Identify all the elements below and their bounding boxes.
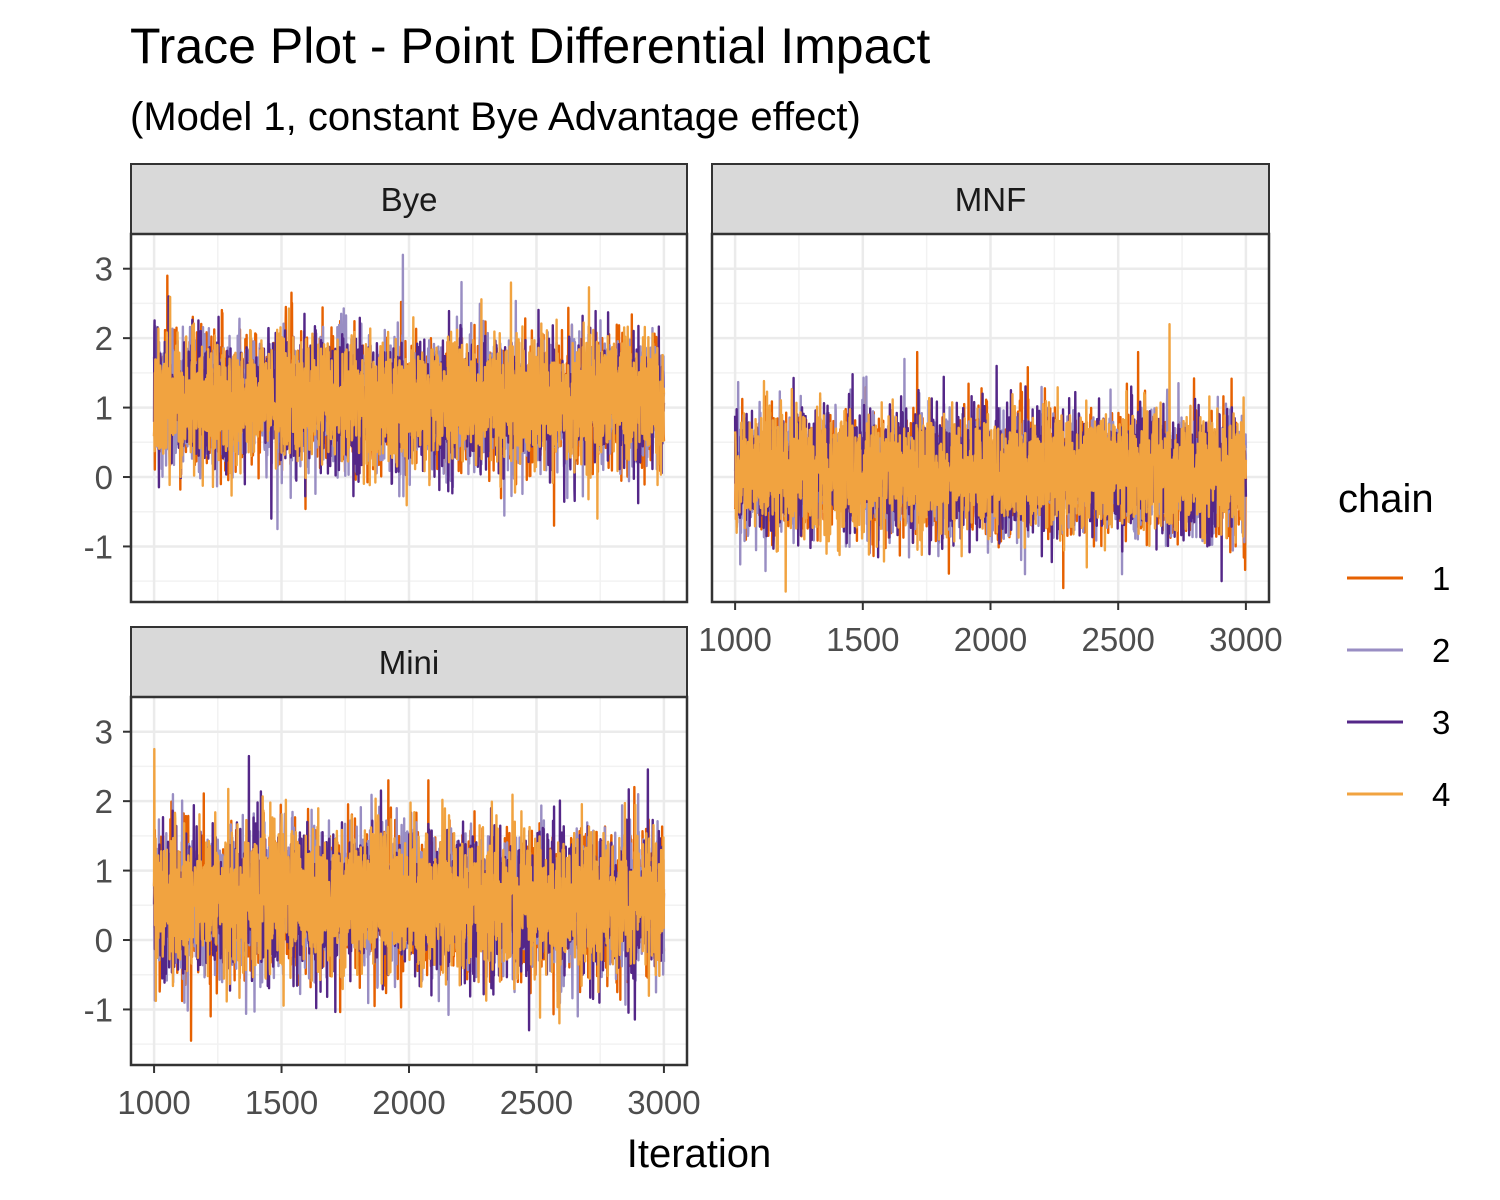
y-tick-label: 2 [95,320,113,357]
trace-lines [152,747,666,1042]
y-tick-label: 0 [95,459,113,496]
chart-subtitle: (Model 1, constant Bye Advantage effect) [130,95,861,139]
legend-label-chain-4: 4 [1432,776,1450,813]
x-tick-label: 2000 [954,621,1027,658]
y-tick-label: 1 [95,853,113,890]
facet-mini: Mini -1 0 1 2 3 1000 1500 2000 2500 3000 [84,626,701,1121]
strip-label: MNF [955,181,1026,218]
trace-lines [152,253,666,531]
x-tick-label: 1500 [245,1084,318,1121]
strip-background [130,163,688,235]
legend-label-chain-2: 2 [1432,632,1450,669]
trace-lines [733,323,1248,593]
strip-label: Mini [379,644,440,681]
y-tick-label: 3 [95,714,113,751]
strip-background [711,163,1270,235]
y-tick-label: 3 [95,251,113,288]
legend-title: chain [1338,477,1434,521]
x-tick-label: 3000 [1209,621,1282,658]
x-tick-label: 1000 [698,621,771,658]
trace-chain-4 [733,323,1248,593]
facet-bye: Bye -1 0 1 2 3 [84,163,689,604]
legend-label-chain-1: 1 [1432,560,1450,597]
panel-border [129,232,689,604]
x-tick-label: 2500 [1081,621,1154,658]
x-tick-label: 1000 [117,1084,190,1121]
trace-chain-4 [152,281,666,520]
x-tick-label: 3000 [627,1084,700,1121]
y-tick-label: -1 [84,528,113,565]
facet-panels: Bye -1 0 1 2 3 MNF 1000 1500 2000 2500 3000 Mini -1 0 1… [84,163,1283,1121]
strip-label: Bye [381,181,438,218]
trace-chain-4 [152,747,666,1025]
strip-background [130,626,688,698]
x-axis-title: Iteration [627,1132,772,1176]
chart-title: Trace Plot - Point Differential Impact [130,18,930,74]
y-tick-label: 0 [95,922,113,959]
x-tick-label: 2000 [372,1084,445,1121]
legend: chain 1 2 3 4 [1338,477,1450,813]
legend-label-chain-3: 3 [1432,704,1450,741]
y-tick-label: -1 [84,991,113,1028]
x-tick-label: 2500 [500,1084,573,1121]
y-tick-label: 2 [95,783,113,820]
y-tick-label: 1 [95,390,113,427]
facet-mnf: MNF 1000 1500 2000 2500 3000 [698,163,1283,658]
x-tick-label: 1500 [826,621,899,658]
